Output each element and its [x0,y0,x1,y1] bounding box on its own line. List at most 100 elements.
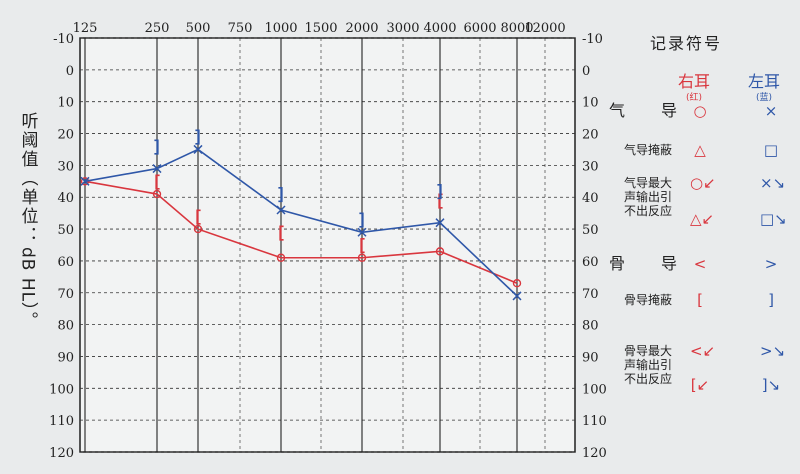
y-tick-label-right: 10 [582,96,599,111]
x-tick-label: 8000 [500,21,533,36]
legend-left-symbol: ] [768,291,774,309]
y-tick-label-left: 20 [57,128,74,143]
y-tick-label-left: 100 [49,382,74,397]
x-tick-label: 125 [73,21,98,36]
bone-conduction-mark: [ [193,207,203,227]
legend-row-label: 气导最大 声输出引 不出反应 [623,176,672,218]
legend-right-symbol: △↙ [690,210,715,228]
data-point-x [357,227,367,237]
data-point-x [435,218,445,228]
legend-left-symbol: × [764,102,778,120]
y-tick-label-right: 40 [582,191,599,206]
bone-conduction-mark: [ [276,223,286,243]
y-tick-label-right: 100 [582,382,607,397]
y-tick-label-left: 90 [57,350,74,365]
legend-row-label: 骨导掩蔽 [623,293,672,307]
legend-right-symbol: △ [694,141,706,159]
legend-row-label: 骨导最大 声输出引 不出反应 [623,344,672,386]
y-axis-label-cjk: 听阈值（单位： [17,112,38,245]
x-tick-label: 6000 [463,21,496,36]
data-point-x [512,291,522,301]
x-tick-label: 250 [145,21,170,36]
data-point-x [193,144,203,154]
plot-frame [79,37,576,453]
bone-conduction-mark: ] [193,128,203,148]
y-tick-label-left: 40 [57,191,74,206]
y-tick-label-right: 90 [582,350,599,365]
y-tick-label-right: 20 [582,128,599,143]
x-tick-label: 12000 [524,21,565,36]
data-point-x [276,205,286,215]
y-tick-label-left: 10 [57,96,74,111]
legend-right-symbol: ○↙ [690,174,716,192]
series-line-0 [84,180,518,284]
grid [79,37,576,453]
legend-right-symbol: < [693,255,707,273]
y-tick-label-right: 110 [582,414,607,429]
legend-row-label: 气导掩蔽 [623,143,672,157]
legend-right-symbol: [↙ [690,376,710,394]
left-ear-label: 左耳 [748,72,781,91]
legend-left-symbol: □ [763,141,779,159]
y-tick-labels-left: -10 0 10 20 30 40 50 60 70 80 90 100 110 120 [49,32,74,461]
x-tick-label: 4000 [423,21,456,36]
data-point-x [80,176,90,186]
bone-conduction-marks: [ [ [ [ []]]]] [152,128,445,256]
x-tick-labels: 125 250 500 750 1000 1500 2000 3000 4000 6000 8000… [73,21,566,36]
legend-title: 记录符号 [650,34,723,53]
data-point-circle [435,247,445,256]
bone-conduction-mark: ] [276,185,286,205]
y-tick-label-right: 120 [582,446,607,461]
legend-right-symbol: ○ [693,102,707,120]
data-point-circle [512,279,522,288]
y-tick-labels-right: -10 0 10 20 30 40 50 60 70 80 90 100 110 120 [582,32,607,461]
y-tick-label-left: 0 [66,64,74,79]
legend-right-ear-header: 右耳 (红) [678,68,710,103]
legend-right-symbol: [ [697,291,703,309]
right-ear-sub: (红) [685,93,703,103]
legend: 记录符号 右耳 (红) 左耳 (蓝) 气 导 ○ × 气导掩蔽 △ □ 气导最大 声输出引 不出… [608,0,800,474]
bone-conduction-mark: ] [357,211,367,231]
data-point-circle [152,189,162,199]
left-ear-sub: (蓝) [755,93,773,103]
y-tick-label-right: 60 [582,255,599,270]
bone-conduction-mark: ] [435,182,445,202]
x-tick-label: 750 [228,21,253,36]
y-tick-label-right: 30 [582,159,599,174]
data-point-x [152,164,162,174]
legend-left-ear-header: 左耳 (蓝) [748,68,780,103]
legend-row-label: 气 导 [608,101,687,120]
y-axis-label: 听阈值（单位： dB HL）。 [10,112,44,330]
bone-conduction-mark: [ [152,172,162,192]
x-tick-label: 500 [186,21,211,36]
bone-conduction-mark: [ [435,191,445,211]
bone-conduction-mark: [ [357,236,367,256]
x-tick-label: 1000 [264,21,297,36]
legend-left-symbol: ×↘ [760,174,786,192]
legend-right-symbol: <↙ [690,342,716,360]
y-tick-label-left: -10 [53,32,74,47]
y-tick-label-left: 50 [57,223,74,238]
y-tick-label-left: 60 [57,255,74,270]
legend-left-symbol: > [764,255,778,273]
data-point-circle [276,253,286,262]
data-point-circle [193,224,203,234]
x-tick-label: 2000 [345,21,378,36]
y-tick-label-right: 70 [582,287,599,302]
legend-left-symbol: ]↘ [761,376,781,394]
x-tick-label: 1500 [304,21,337,36]
right-ear-label: 右耳 [678,72,711,91]
x-tick-label: 3000 [386,21,419,36]
y-tick-label-left: 70 [57,287,74,302]
legend-left-symbol: >↘ [760,342,786,360]
y-tick-label-left: 120 [49,446,74,461]
legend-row-label: 骨 导 [608,254,687,273]
bone-conduction-mark: ] [152,137,162,157]
y-tick-label-right: 80 [582,319,599,334]
y-axis-label-unit: dB HL）。 [17,247,38,330]
y-tick-label-left: 30 [57,159,74,174]
y-tick-label-left: 80 [57,319,74,334]
y-tick-label-right: 50 [582,223,599,238]
data-point-circle [357,253,367,262]
